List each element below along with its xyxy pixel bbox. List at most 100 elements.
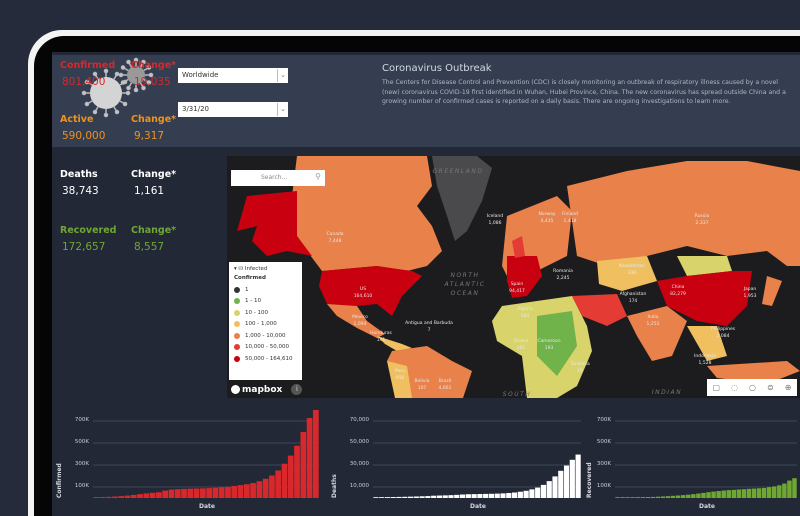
info-icon[interactable]: i: [291, 384, 303, 395]
bar[interactable]: [517, 491, 523, 498]
bar[interactable]: [390, 497, 396, 498]
bar[interactable]: [731, 489, 737, 498]
bar[interactable]: [99, 497, 106, 498]
bar[interactable]: [281, 463, 288, 498]
bar[interactable]: [193, 488, 200, 498]
bar[interactable]: [511, 492, 518, 498]
country-china[interactable]: [657, 271, 752, 326]
country-western-europe[interactable]: [507, 256, 542, 298]
bar[interactable]: [523, 490, 529, 498]
bar[interactable]: [93, 497, 99, 498]
bar[interactable]: [149, 492, 156, 498]
country-middle-east[interactable]: [572, 294, 627, 326]
bar[interactable]: [200, 488, 206, 498]
bar[interactable]: [237, 485, 244, 498]
bar[interactable]: [425, 496, 431, 498]
bar[interactable]: [569, 459, 575, 498]
country-kazakhstan[interactable]: [597, 256, 657, 291]
bar[interactable]: [218, 487, 225, 498]
bar[interactable]: [777, 485, 782, 498]
bar[interactable]: [313, 410, 319, 498]
bar[interactable]: [640, 497, 646, 498]
bar[interactable]: [546, 481, 552, 498]
bar[interactable]: [124, 495, 131, 498]
layers-icon[interactable]: ⊜: [767, 383, 774, 392]
bar[interactable]: [419, 496, 425, 498]
bar[interactable]: [691, 494, 696, 498]
bar[interactable]: [736, 489, 742, 498]
circle-select-icon[interactable]: ○: [749, 383, 757, 392]
country-southeast-asia[interactable]: [687, 326, 727, 361]
plot-area[interactable]: [93, 410, 319, 499]
bar[interactable]: [552, 476, 558, 498]
bar[interactable]: [696, 493, 701, 498]
bar[interactable]: [402, 496, 408, 498]
bar[interactable]: [772, 486, 777, 498]
bar[interactable]: [529, 489, 535, 498]
country-usa[interactable]: [319, 266, 422, 316]
bar[interactable]: [711, 491, 716, 498]
lasso-select-icon[interactable]: ◌: [731, 383, 739, 392]
bar[interactable]: [407, 496, 414, 498]
bar[interactable]: [143, 493, 150, 498]
bar[interactable]: [256, 481, 263, 498]
bar[interactable]: [620, 497, 625, 498]
bar[interactable]: [212, 487, 219, 498]
country-mexico[interactable]: [327, 304, 385, 338]
bar[interactable]: [792, 478, 797, 498]
bar[interactable]: [635, 497, 640, 498]
bar[interactable]: [675, 495, 681, 498]
bar[interactable]: [231, 486, 238, 498]
bar[interactable]: [655, 496, 661, 498]
bar[interactable]: [756, 488, 762, 498]
country-uk[interactable]: [512, 236, 525, 258]
bar[interactable]: [726, 490, 731, 498]
bar[interactable]: [500, 493, 506, 498]
bar[interactable]: [300, 431, 307, 498]
bar[interactable]: [488, 493, 495, 498]
bar[interactable]: [243, 484, 250, 498]
bar[interactable]: [442, 495, 448, 498]
country-south-america-west[interactable]: [387, 361, 412, 398]
bar[interactable]: [162, 490, 169, 498]
world-map[interactable]: Canada 7,448 US 164,610 Mexico 1,094 Honduras 1…: [227, 156, 800, 401]
bar[interactable]: [384, 497, 391, 498]
bar[interactable]: [645, 497, 651, 498]
rectangle-select-icon[interactable]: ▢: [712, 383, 721, 392]
globe-icon[interactable]: ⊕: [784, 383, 792, 392]
date-select[interactable]: 3/31/20 ⌄: [178, 102, 288, 117]
country-central-america[interactable]: [377, 336, 412, 351]
bar[interactable]: [471, 494, 477, 498]
bar[interactable]: [535, 487, 541, 498]
bar[interactable]: [275, 470, 282, 498]
bar[interactable]: [168, 489, 175, 498]
bar[interactable]: [477, 494, 483, 498]
bar[interactable]: [373, 497, 379, 498]
bar[interactable]: [701, 492, 706, 498]
bar[interactable]: [181, 488, 187, 498]
bar[interactable]: [105, 496, 112, 498]
bar[interactable]: [782, 483, 787, 498]
bar[interactable]: [118, 496, 125, 498]
collapse-caret-icon[interactable]: ▾: [234, 266, 237, 272]
bar[interactable]: [670, 495, 676, 498]
bar[interactable]: [575, 454, 581, 498]
bar[interactable]: [130, 494, 137, 498]
country-india[interactable]: [627, 306, 687, 361]
bar[interactable]: [436, 495, 443, 498]
bar[interactable]: [287, 455, 294, 498]
bar[interactable]: [262, 478, 269, 498]
bar[interactable]: [483, 493, 489, 498]
bar[interactable]: [630, 497, 635, 498]
bar[interactable]: [660, 496, 666, 498]
bar[interactable]: [706, 492, 711, 498]
mapbox-logo[interactable]: mapbox i: [231, 384, 303, 395]
bar[interactable]: [448, 495, 454, 498]
bar[interactable]: [294, 445, 300, 498]
bar[interactable]: [615, 497, 620, 498]
bar[interactable]: [494, 493, 500, 498]
bar[interactable]: [506, 493, 512, 498]
plot-area[interactable]: [615, 410, 797, 499]
bar[interactable]: [413, 496, 419, 498]
bar[interactable]: [787, 480, 792, 498]
